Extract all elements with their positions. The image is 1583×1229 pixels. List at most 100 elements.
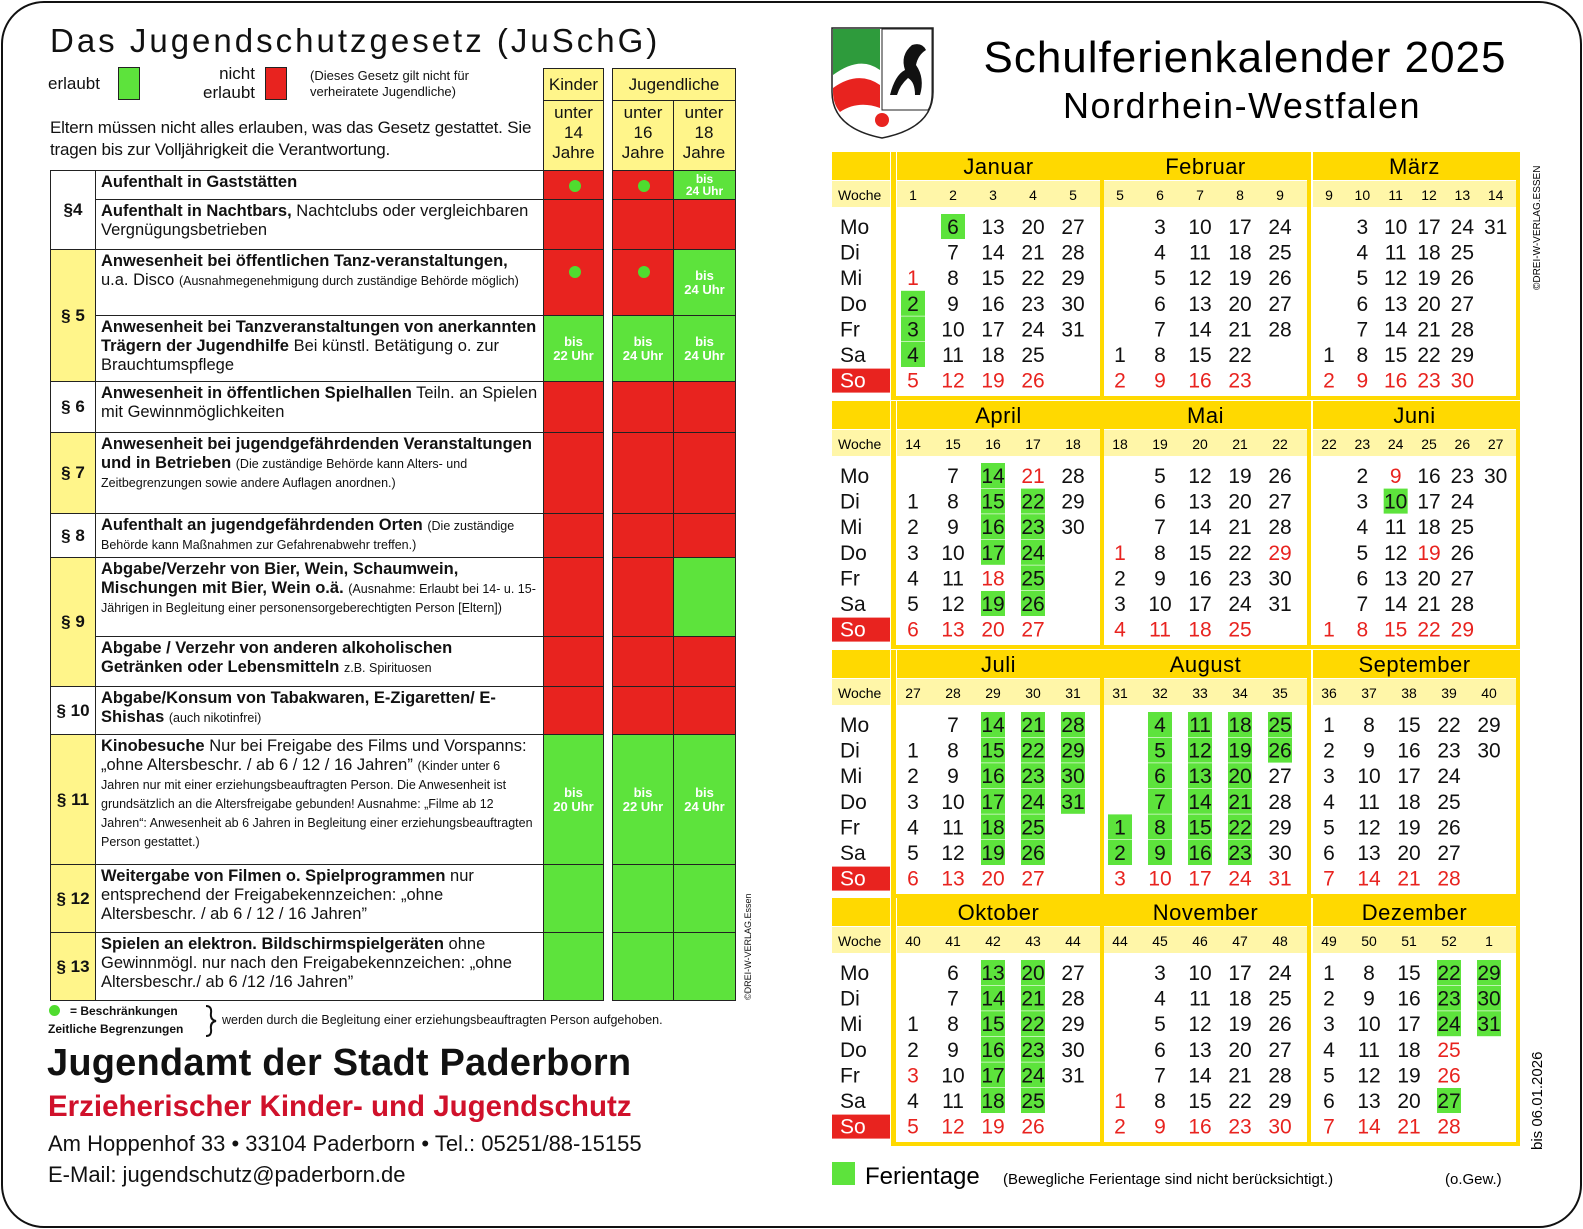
day: 29 (1477, 714, 1500, 737)
day: 15 (1188, 344, 1211, 367)
day: 5 (1154, 465, 1166, 488)
weekday: Mo (840, 714, 869, 737)
day: 28 (1268, 516, 1291, 539)
rule-text: Kinobesuche Nur bei Freigabe des Films u… (95, 734, 544, 865)
day: 22 (1228, 344, 1251, 367)
dot-legend-1: = Beschränkungen (70, 1004, 178, 1018)
rule-text: Weitergabe von Filmen o. Spielprogrammen… (95, 864, 544, 933)
week-number: 39 (1441, 685, 1457, 701)
week-label: Woche (838, 436, 882, 452)
day: 7 (947, 465, 959, 488)
day: 24 (1021, 1064, 1045, 1087)
day: 19 (1228, 267, 1251, 290)
holiday-highlight (1148, 737, 1172, 763)
rule-cell (612, 170, 674, 200)
week-number: 34 (1232, 685, 1248, 701)
legend-forbidden: nicht erlaubt (200, 64, 255, 102)
day: 30 (1477, 988, 1500, 1011)
paragraph-label: § 7 (50, 432, 96, 514)
day: 13 (1357, 842, 1380, 865)
day: 4 (1323, 791, 1335, 814)
rule-text: Anwesenheit bei öffentlichen Tanz-verans… (95, 249, 544, 316)
paragraph-label: § 10 (50, 686, 96, 735)
rule-note: (Die zuständige Behörde kann Alters- und… (101, 457, 468, 490)
rule-title: Abgabe/Verzehr von Bier, Wein, Schaumwei… (101, 560, 459, 597)
day: 2 (1323, 988, 1335, 1011)
law-copyright: ©DREI-W-VERLAG.Essen (743, 893, 753, 1001)
week-number: 1 (1485, 933, 1493, 949)
month-name: Juni (1393, 403, 1435, 428)
day: 5 (907, 842, 919, 865)
week-number: 20 (1192, 436, 1208, 452)
day: 29 (1451, 344, 1474, 367)
day: 23 (1021, 765, 1044, 788)
rule-cell (673, 513, 736, 558)
day: 20 (981, 619, 1004, 642)
day: 14 (1357, 868, 1381, 891)
day: 9 (947, 765, 959, 788)
rule-title: Spielen an elektron. Bildschirmspielgerä… (101, 935, 444, 953)
day: 3 (1114, 593, 1126, 616)
holiday-highlight (1021, 1036, 1045, 1062)
day: 16 (1188, 1116, 1211, 1139)
week-number: 24 (1388, 436, 1404, 452)
weekday: Di (840, 491, 860, 514)
holiday-highlight (981, 788, 1005, 814)
rule-cell: bis 22 Uhr (543, 315, 604, 382)
day: 29 (1268, 542, 1291, 565)
weekday-header (832, 898, 890, 926)
holiday-highlight (1021, 763, 1045, 789)
rule-title: Anwesenheit bei Tanzveranstaltungen von … (101, 318, 537, 355)
day: 23 (1021, 293, 1044, 316)
weekday: Sa (840, 1090, 866, 1113)
day: 27 (1451, 293, 1474, 316)
week-number: 49 (1321, 933, 1337, 949)
holiday-highlight (1021, 514, 1045, 540)
month-bottom (1307, 396, 1520, 400)
day: 22 (1437, 714, 1460, 737)
weekday: Do (840, 293, 867, 316)
day: 22 (1021, 267, 1044, 290)
rule-cell (543, 864, 604, 933)
week-number: 23 (1355, 436, 1371, 452)
day: 4 (1356, 242, 1368, 265)
day: 27 (1061, 962, 1084, 985)
day: 10 (941, 318, 964, 341)
day: 24 (1437, 765, 1461, 788)
week-number: 47 (1232, 933, 1248, 949)
day: 14 (1188, 516, 1212, 539)
day: 31 (1061, 1064, 1084, 1087)
rule-cell (612, 432, 674, 514)
weekday: Mi (840, 267, 862, 290)
month-name: Februar (1165, 154, 1246, 179)
day: 27 (1021, 619, 1044, 642)
day: 31 (1061, 791, 1084, 814)
week-row (1104, 181, 1307, 207)
day: 3 (1356, 216, 1368, 239)
day: 9 (1356, 370, 1368, 393)
day: 5 (1323, 1064, 1335, 1087)
rule-note: (Kinder unter 6 Jahren nur mit einer erz… (101, 759, 533, 849)
rule-cell (612, 513, 674, 558)
month-header (1313, 898, 1516, 926)
day: 8 (947, 491, 959, 514)
day: 26 (1437, 816, 1460, 839)
week-number: 29 (985, 685, 1001, 701)
coat-of-arms (831, 27, 934, 139)
day: 28 (1061, 242, 1084, 265)
rule-text: Abgabe/Konsum von Tabakwaren, E-Zigarett… (95, 686, 544, 735)
day: 20 (1397, 842, 1420, 865)
weekday: Di (840, 740, 860, 763)
day: 4 (907, 1090, 919, 1113)
week-number: 26 (1455, 436, 1471, 452)
rule-cell (673, 686, 736, 735)
rule-cell: bis 24 Uhr (673, 249, 736, 316)
cell-label: bis 24 Uhr (684, 784, 725, 814)
holiday-highlight (1108, 840, 1132, 865)
day: 22 (1228, 542, 1251, 565)
office-unit: Erzieherischer Kinder- und Jugendschutz (48, 1090, 632, 1123)
holiday-highlight (1477, 985, 1501, 1011)
day: 15 (981, 491, 1004, 514)
